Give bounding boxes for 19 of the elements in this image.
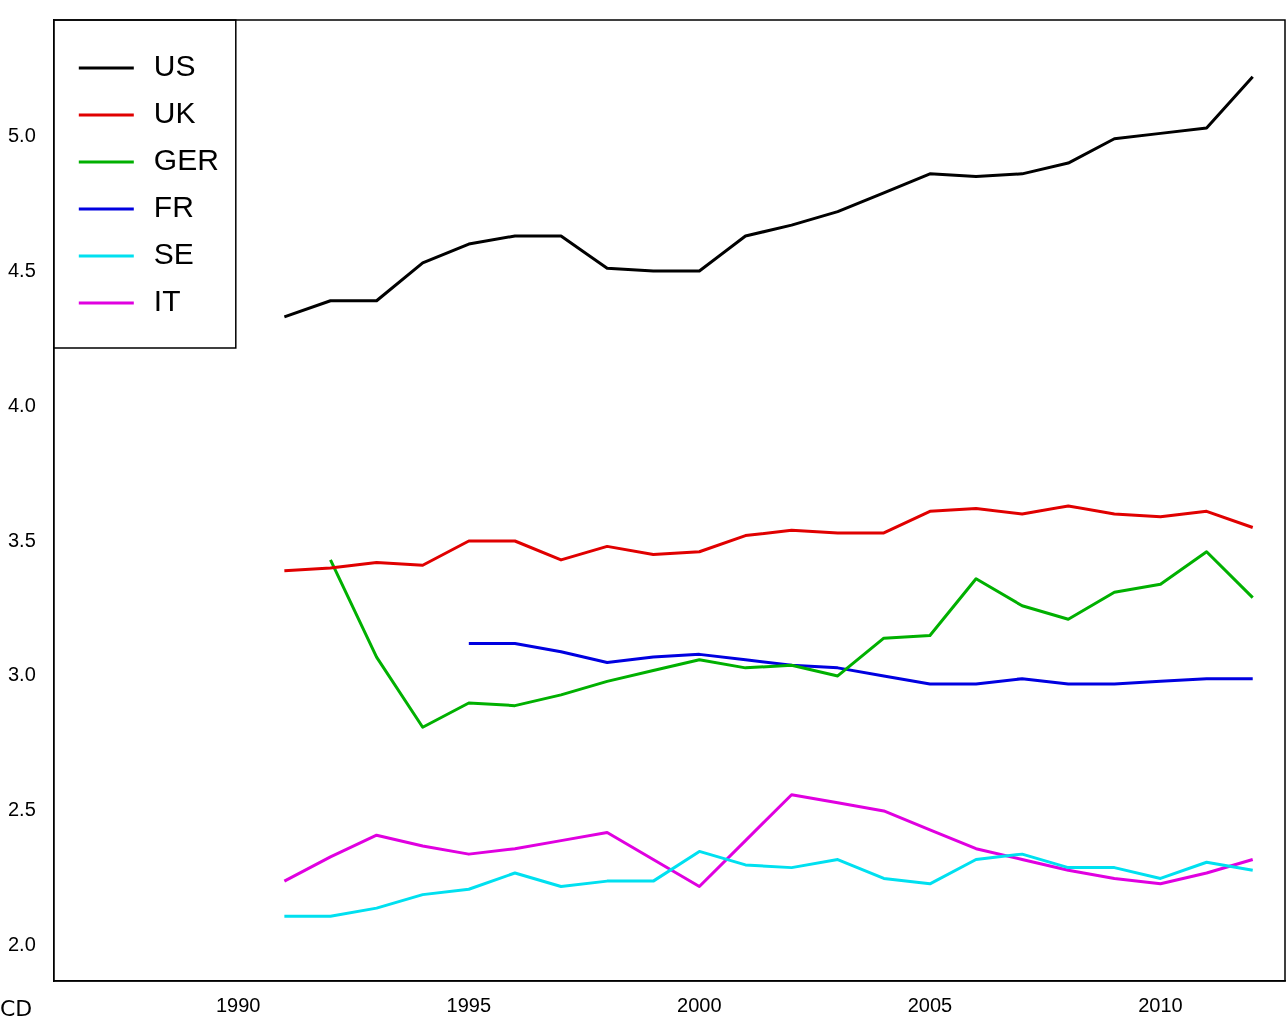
- y-tick-label: 3.5: [7, 528, 36, 551]
- x-tick-label: 2005: [907, 993, 953, 1016]
- legend-label: SE: [153, 237, 194, 271]
- legend-label: IT: [153, 284, 181, 318]
- y-tick-label: 3.0: [7, 663, 36, 686]
- y-tick-label: 4.0: [7, 393, 36, 416]
- legend-label: UK: [153, 96, 196, 130]
- x-tick-label: 2000: [677, 993, 722, 1016]
- y-tick-label: 4.5: [7, 258, 36, 281]
- x-tick-label: 1995: [446, 993, 492, 1016]
- legend-label: FR: [153, 190, 194, 224]
- y-tick-label: 5.0: [7, 123, 36, 146]
- legend-label: GER: [153, 143, 219, 177]
- y-tick-label: 2.0: [7, 933, 36, 956]
- x-tick-label: 2010: [1138, 993, 1183, 1016]
- x-tick-label: 1990: [216, 993, 261, 1016]
- text: CD: [0, 995, 33, 1021]
- legend-label: US: [153, 49, 196, 83]
- y-tick-label: 2.5: [7, 798, 36, 821]
